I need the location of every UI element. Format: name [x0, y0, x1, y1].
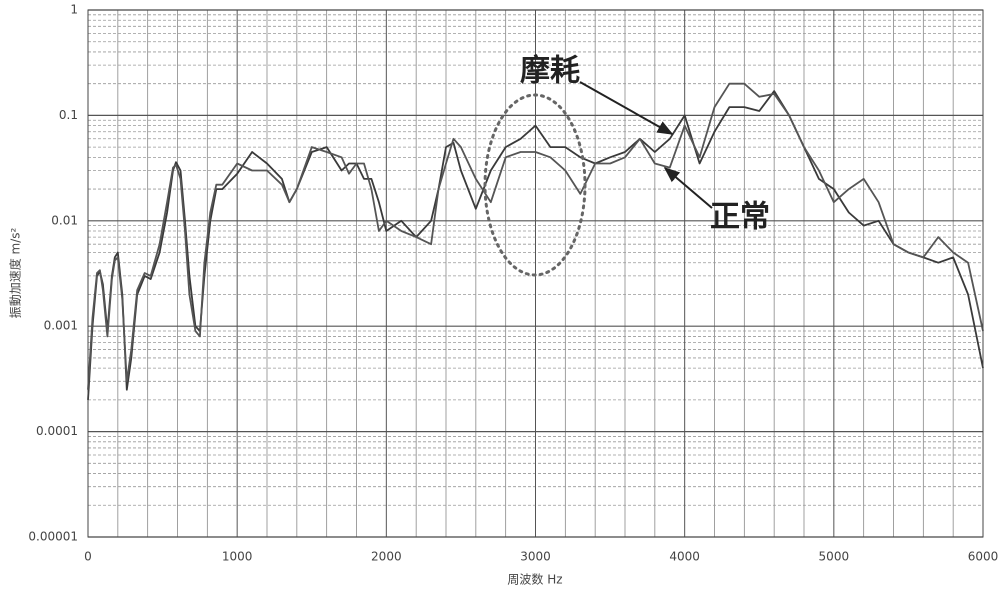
annotation-arrow: [663, 166, 713, 209]
y-tick-label: 0.0001: [36, 424, 78, 438]
annotation-arrow: [579, 81, 674, 135]
x-tick-label: 1000: [222, 550, 253, 564]
plot-frame: [87, 9, 984, 538]
x-tick-label: 4000: [669, 550, 700, 564]
y-tick-label: 1: [70, 3, 78, 17]
y-axis-label: 振動加速度 m/s²: [8, 228, 23, 319]
highlight-ellipse: [483, 93, 587, 277]
lines: [87, 82, 984, 400]
y-tick-label: 0.001: [44, 319, 78, 333]
annotation: 摩耗: [520, 54, 580, 89]
grid: [87, 9, 984, 538]
x-tick-label: 6000: [968, 550, 999, 564]
series-line: [87, 90, 984, 400]
x-axis-label: 周波数 Hz: [507, 572, 562, 587]
annotation: 正常: [710, 200, 770, 235]
y-tick-label: 0.01: [51, 213, 78, 227]
x-tick-label: 0: [84, 550, 92, 564]
y-tick-label: 0.1: [59, 108, 78, 122]
x-tick-label: 2000: [371, 550, 402, 564]
series-line: [87, 82, 984, 390]
y-tick-label: 0.00001: [28, 530, 78, 544]
x-tick-label: 3000: [520, 550, 551, 564]
x-tick-label: 5000: [819, 550, 850, 564]
